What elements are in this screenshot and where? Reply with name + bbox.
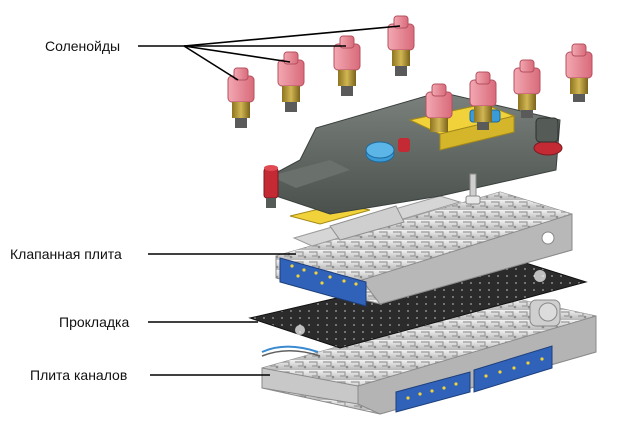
leader-line-solenoids [183, 45, 239, 81]
label-gasket: Прокладка [59, 314, 130, 330]
solenoid [513, 59, 541, 118]
solenoid [425, 83, 453, 132]
solenoid [277, 51, 305, 112]
label-solenoids: Соленойды [45, 38, 121, 54]
solenoid [227, 67, 255, 128]
solenoid [387, 15, 415, 76]
solenoid-red-standalone [263, 165, 279, 208]
solenoid-carrier-frame [269, 91, 563, 215]
channel-plate-connector-right [473, 345, 553, 393]
solenoid-group [227, 15, 593, 132]
valve-plate-connector [279, 257, 367, 307]
leader-line-solenoids [183, 45, 291, 63]
valve-plate [275, 191, 573, 305]
solenoid [469, 71, 497, 130]
solenoid [565, 43, 593, 102]
solenoid [333, 35, 361, 96]
label-channel-plate: Плита каналов [30, 367, 128, 383]
leader-line-solenoids [183, 25, 401, 47]
leader-lines [138, 25, 401, 376]
label-valve-plate: Клапанная плита [10, 246, 122, 262]
channel-plate-connector-left [395, 371, 471, 413]
